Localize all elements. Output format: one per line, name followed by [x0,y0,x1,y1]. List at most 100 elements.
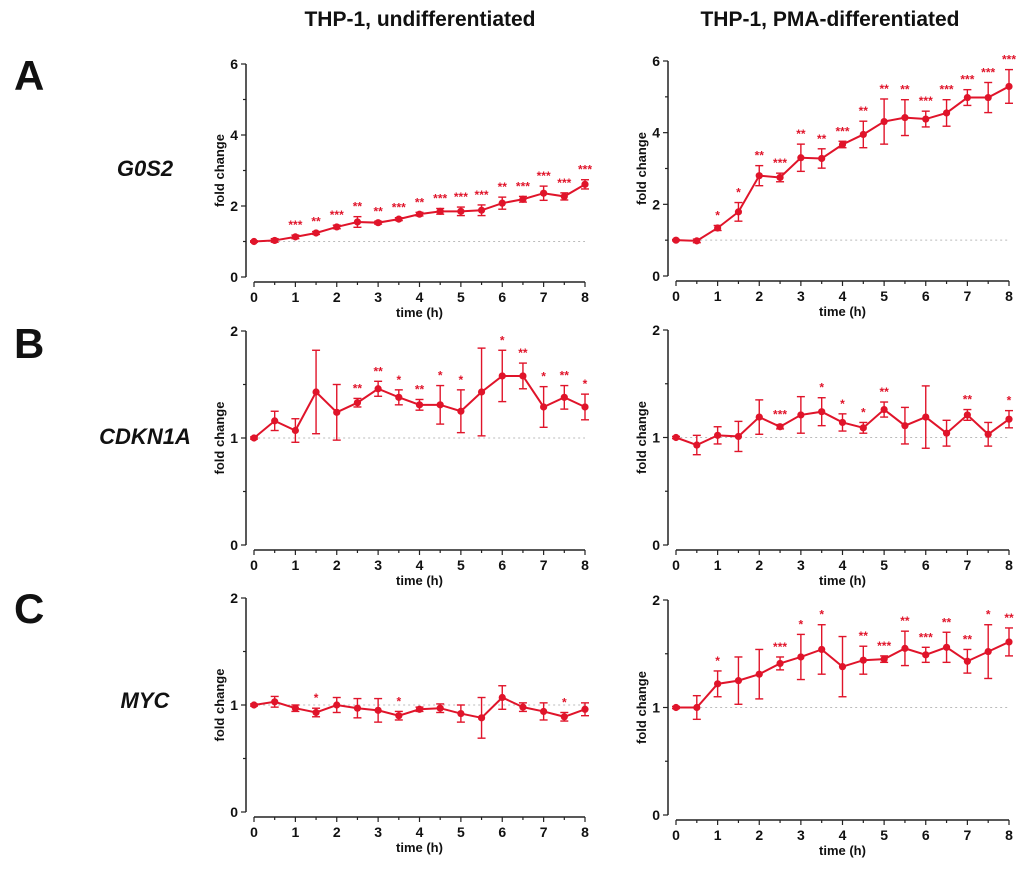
significance-label: ** [879,385,889,399]
significance-label: *** [330,208,344,222]
data-point [672,433,680,442]
data-point [271,698,279,706]
data-point [540,707,548,716]
x-tick-label: 7 [963,557,971,573]
data-point [818,408,826,416]
y-tick-label: 4 [652,125,660,141]
significance-label: *** [433,191,447,205]
x-tick-label: 8 [581,289,589,305]
data-point [353,704,362,712]
y-tick-label: 2 [230,198,238,214]
data-point [312,229,320,237]
data-point [693,441,701,449]
data-point [838,663,847,671]
data-point [859,424,867,432]
significance-label: *** [392,201,406,215]
significance-label: *** [835,124,849,138]
panel-letter-b: B [14,320,45,367]
data-point [436,401,444,409]
x-tick-label: 6 [498,557,506,573]
data-point [963,411,971,419]
x-tick-label: 5 [880,827,888,843]
x-tick-label: 1 [714,827,722,843]
data-point [693,237,701,245]
significance-label: * [396,373,401,387]
x-tick-label: 7 [540,557,548,573]
data-point [415,210,424,218]
significance-label: ** [373,204,383,218]
data-point [498,199,506,207]
panel-letter-c: C [14,585,45,632]
x-tick-label: 5 [457,557,465,573]
data-point [714,431,722,439]
y-axis-label: fold change [212,134,227,207]
data-point [477,206,486,214]
significance-label: * [459,373,464,387]
y-tick-label: 1 [652,430,660,446]
data-point [374,219,382,227]
y-axis-label: fold change [634,671,649,744]
data-point [922,651,930,659]
significance-label: *** [475,188,489,202]
data-point [333,408,341,416]
significance-label: *** [557,176,571,190]
data-point [312,388,320,396]
x-tick-label: 2 [755,288,763,304]
significance-label: ** [415,195,425,209]
data-point [353,218,362,226]
y-axis-label: fold change [212,669,227,742]
data-point [477,388,486,396]
column-title-undifferentiated: THP-1, undifferentiated [304,8,536,31]
x-tick-label: 1 [291,289,299,305]
column-title-pma-differentiated: THP-1, PMA-differentiated [700,8,960,31]
x-tick-label: 1 [291,557,299,573]
y-tick-label: 1 [230,430,238,446]
y-tick-label: 1 [652,700,660,716]
y-tick-label: 0 [230,804,238,820]
y-tick-label: 4 [230,127,238,143]
significance-label: *** [773,640,787,654]
data-point [560,393,568,401]
data-point [498,372,506,380]
data-point [755,172,763,180]
data-point [415,401,424,409]
y-axis-label: fold change [634,132,649,205]
y-tick-label: 0 [652,807,660,823]
data-point [755,413,763,421]
significance-label: ** [879,82,889,96]
data-point [859,130,867,139]
significance-label: * [500,333,505,347]
significance-label: * [562,695,567,709]
data-point [838,140,847,149]
x-tick-label: 3 [797,827,805,843]
significance-label: *** [773,408,787,422]
data-point [880,405,888,414]
data-point [776,173,784,182]
data-point [436,704,444,712]
data-point [519,372,527,380]
data-point [291,704,299,712]
significance-label: * [861,405,866,419]
x-tick-label: 6 [922,557,930,573]
significance-label: * [314,691,319,705]
significance-label: * [438,369,443,383]
data-point [457,407,465,415]
x-tick-label: 6 [498,289,506,305]
significance-label: ** [963,632,973,646]
x-tick-label: 6 [922,827,930,843]
significance-label: ** [942,615,952,629]
data-point [734,432,743,441]
significance-label: *** [516,179,530,193]
significance-label: * [986,608,991,622]
data-point [714,680,722,688]
data-point [540,403,548,411]
significance-label: ** [353,381,363,395]
data-point [734,677,743,685]
significance-label: ** [353,200,363,214]
x-tick-label: 5 [457,289,465,305]
significance-label: ** [415,382,425,396]
x-axis-label: time (h) [396,305,443,320]
x-tick-label: 3 [374,557,382,573]
chart-panel-myc-undifferentiated: 0 1 2 0 1 2 3 4 5 6 7 8 time (h) fold change * * * [212,590,589,855]
